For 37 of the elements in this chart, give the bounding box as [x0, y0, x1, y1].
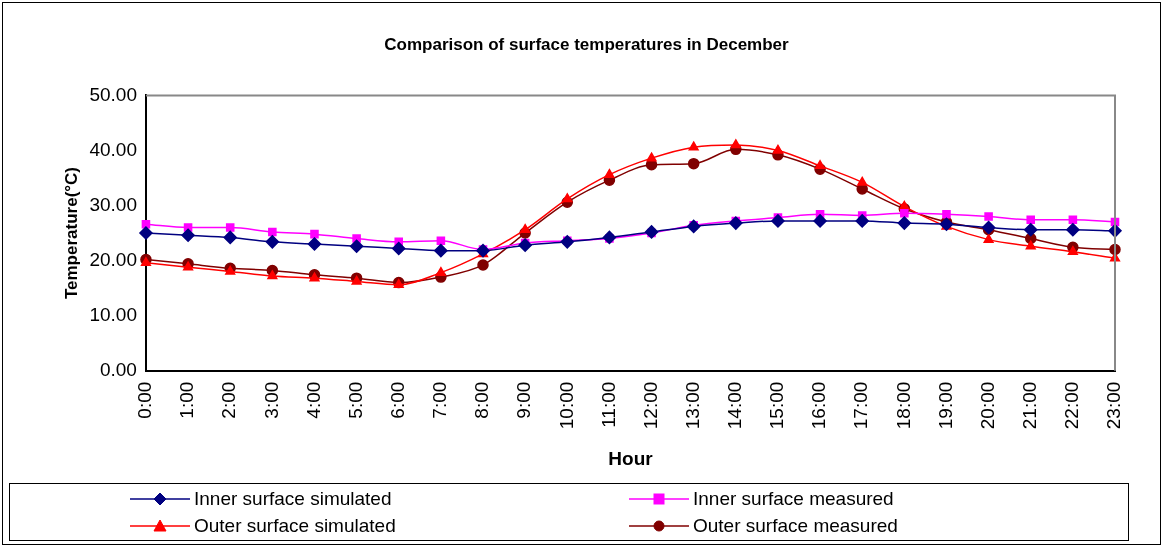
x-tick-label: 19:00: [934, 381, 956, 430]
x-axis-title: Hour: [608, 447, 654, 469]
x-tick-label: 15:00: [766, 381, 788, 430]
x-tick-label: 14:00: [724, 381, 746, 430]
y-tick-label: 30.00: [89, 193, 137, 215]
x-tick-label: 8:00: [471, 381, 493, 419]
y-tick-label: 10.00: [89, 303, 137, 325]
x-tick-label: 6:00: [386, 381, 408, 419]
x-tick-label: 11:00: [597, 381, 619, 428]
legend-label: Outer surface measured: [693, 515, 898, 537]
x-tick-label: 9:00: [513, 381, 535, 419]
x-tick-label: 17:00: [850, 381, 872, 430]
x-tick-label: 23:00: [1103, 381, 1125, 430]
y-tick-label: 20.00: [89, 248, 137, 270]
x-tick-label: 20:00: [976, 381, 998, 430]
legend-label: Inner surface measured: [693, 488, 894, 510]
x-tick-label: 13:00: [681, 381, 703, 430]
y-tick-label: 40.00: [89, 138, 137, 160]
x-tick-label: 2:00: [218, 381, 240, 419]
legend-label: Outer surface simulated: [194, 515, 396, 537]
legend-label: Inner surface simulated: [194, 488, 392, 510]
x-tick-label: 12:00: [639, 381, 661, 430]
x-tick-label: 1:00: [176, 381, 198, 419]
y-tick-label: 50.00: [89, 83, 137, 105]
x-tick-label: 4:00: [302, 381, 324, 419]
x-tick-label: 7:00: [429, 381, 451, 419]
x-tick-label: 18:00: [892, 381, 914, 430]
y-tick-label: 0.00: [99, 358, 137, 380]
x-tick-label: 3:00: [260, 381, 282, 419]
x-tick-label: 0:00: [134, 381, 156, 419]
x-tick-label: 5:00: [344, 381, 366, 419]
y-axis-title: Temperature(°C): [61, 166, 81, 300]
x-tick-label: 10:00: [555, 381, 577, 430]
chart-title: Comparison of surface temperatures in December: [384, 34, 790, 54]
x-tick-label: 21:00: [1018, 381, 1040, 430]
x-tick-label: 16:00: [808, 381, 830, 430]
x-tick-label: 22:00: [1061, 381, 1083, 430]
